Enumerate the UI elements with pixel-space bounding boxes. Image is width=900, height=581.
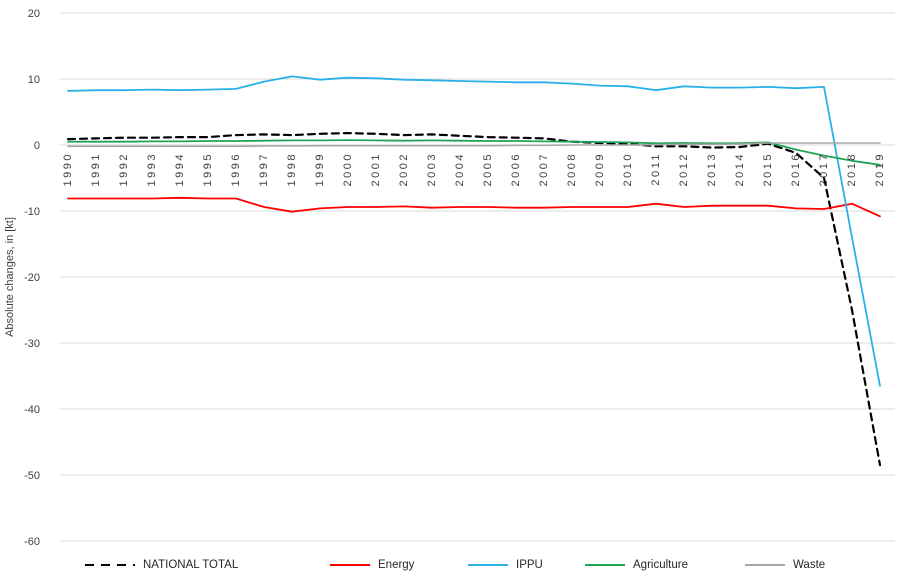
x-tick-label: 2011 — [650, 152, 662, 186]
legend-label: Waste — [793, 559, 826, 571]
x-tick-label: 2015 — [762, 152, 774, 187]
x-tick-label: 1992 — [118, 152, 130, 187]
x-tick-label: 1999 — [314, 152, 326, 187]
x-tick-label: 1997 — [258, 152, 270, 187]
x-tick-label: 2012 — [678, 152, 690, 187]
national-total-dashed-line-sample — [85, 563, 135, 567]
legend-label: IPPU — [516, 559, 543, 571]
y-tick-label: -60 — [24, 536, 40, 548]
legend-label: Energy — [378, 559, 415, 571]
y-tick-label: -50 — [24, 470, 40, 482]
x-tick-label: 2014 — [734, 152, 746, 187]
x-tick-label: 2007 — [538, 152, 550, 187]
legend-label: Agriculture — [633, 559, 688, 571]
x-tick-label: 2003 — [426, 152, 438, 187]
agriculture-line-sample — [585, 564, 625, 566]
y-tick-label: -30 — [24, 338, 40, 350]
ippu-line-sample — [468, 564, 508, 566]
y-tick-label: -10 — [24, 206, 40, 218]
x-tick-label: 2016 — [790, 152, 802, 187]
legend-item-ippu: IPPU — [468, 556, 543, 574]
legend-label: NATIONAL TOTAL — [143, 559, 239, 571]
waste-line-sample — [745, 564, 785, 566]
y-tick-label: -20 — [24, 272, 40, 284]
x-tick-label: 2008 — [566, 152, 578, 187]
x-tick-label: 1998 — [286, 152, 298, 187]
x-tick-label: 1993 — [146, 152, 158, 187]
x-tick-label: 2019 — [874, 152, 886, 187]
x-tick-label: 2009 — [594, 152, 606, 187]
x-tick-label: 2005 — [482, 152, 494, 187]
x-tick-label: 2002 — [398, 152, 410, 187]
x-tick-label: 2017 — [818, 152, 830, 187]
x-tick-label: 2010 — [622, 152, 634, 187]
x-tick-label: 1996 — [230, 152, 242, 187]
legend-item-energy: Energy — [330, 556, 414, 574]
legend-item-waste: Waste — [745, 556, 825, 574]
energy-line-sample — [330, 564, 370, 566]
x-tick-label: 2018 — [846, 152, 858, 187]
legend-item-national-total: NATIONAL TOTAL — [85, 556, 238, 574]
legend-item-agriculture: Agriculture — [585, 556, 688, 574]
y-tick-label: 10 — [28, 74, 40, 86]
y-tick-label: 20 — [28, 8, 40, 20]
x-tick-label: 2001 — [370, 152, 382, 187]
series-line-energy — [67, 196, 881, 218]
series-line-national-total — [66, 132, 882, 467]
x-tick-label: 1990 — [62, 152, 74, 187]
y-tick-label: 0 — [34, 140, 40, 152]
x-tick-label: 1991 — [90, 152, 102, 187]
legend: NATIONAL TOTAL Energy IPPU Agriculture W… — [0, 556, 900, 576]
x-tick-label: 2000 — [342, 152, 354, 187]
x-tick-label: 1994 — [174, 152, 186, 187]
x-tick-label: 2004 — [454, 152, 466, 187]
x-tick-label: 2013 — [706, 152, 718, 187]
series-line-ippu — [67, 75, 881, 387]
x-tick-label: 2006 — [510, 152, 522, 187]
y-tick-label: -40 — [24, 404, 40, 416]
x-tick-label: 1995 — [202, 152, 214, 187]
series-line-waste — [67, 142, 881, 148]
